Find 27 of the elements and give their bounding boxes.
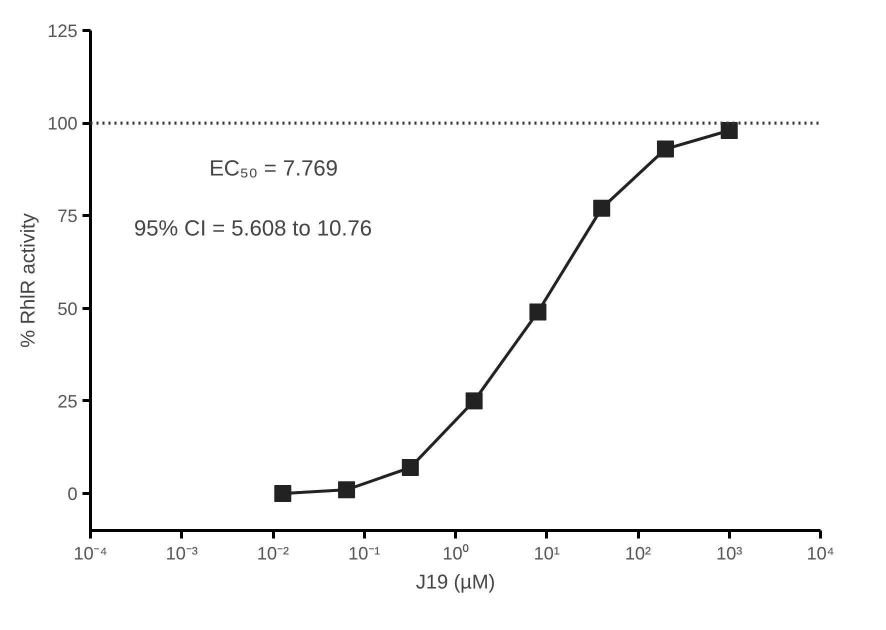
y-axis-title: % RhlR activity: [17, 213, 40, 348]
point: [529, 303, 546, 320]
x-axis-title: J19 (µM): [416, 572, 496, 594]
x-tick-label: 10⁻¹: [348, 544, 380, 564]
x-tick-label: 10⁴: [806, 544, 834, 564]
y-tick-label: 0: [67, 484, 78, 504]
x-tick-label: 10¹: [534, 544, 560, 564]
point: [656, 140, 674, 158]
x-tick-label: 10⁻²: [256, 544, 290, 564]
y-tick-label: 25: [57, 391, 78, 412]
point: [338, 481, 356, 498]
y-tick-label: 125: [47, 21, 78, 41]
y-tick-label: 50: [57, 298, 78, 319]
point: [274, 484, 292, 502]
x-tick-label: 10³: [716, 544, 742, 564]
annotation: 95% CI = 5.608 to 10.76: [134, 216, 372, 240]
annotation: EC₅₀ = 7.769: [209, 156, 338, 180]
point: [593, 200, 610, 217]
point: [466, 392, 483, 410]
x-tick-label: 10²: [624, 544, 652, 564]
y-tick-label: 75: [57, 206, 78, 226]
x-tick-label: 10⁻⁴: [74, 544, 108, 564]
point: [720, 122, 738, 139]
x-tick-label: 10⁻³: [166, 544, 198, 564]
point: [402, 459, 419, 476]
y-tick-label: 100: [47, 114, 78, 134]
x-tick-label: 10⁰: [442, 544, 469, 564]
